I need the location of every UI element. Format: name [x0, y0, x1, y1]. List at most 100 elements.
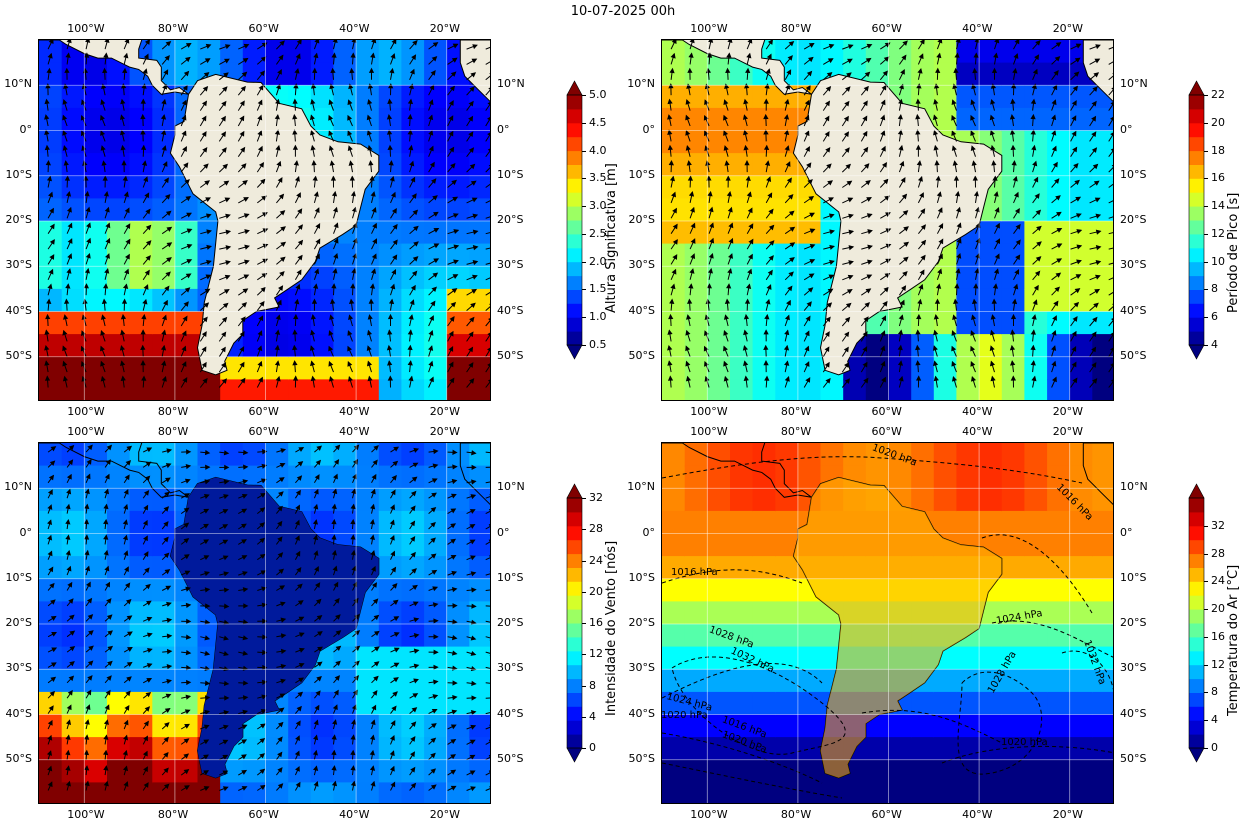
colorbar-hs — [566, 80, 583, 360]
colorbar-tick-label: 4.5 — [582, 115, 607, 129]
colorbar-tick-label: 20 — [1204, 115, 1225, 129]
lon-tick-label: 100°W — [67, 22, 105, 35]
lon-tick-label: 80°W — [780, 405, 812, 418]
lat-tick-label: 50°S — [5, 348, 32, 362]
lat-tick-label: 30°S — [5, 661, 32, 675]
lat-tick-label: 10°S — [5, 167, 32, 181]
colorbar-tick-label: 0 — [1204, 741, 1218, 754]
map-wind — [38, 442, 491, 804]
colorbar-tick-label: 2.0 — [582, 254, 607, 268]
colorbar-temp — [1188, 483, 1205, 763]
lat-tick-label: 30°S — [1120, 661, 1147, 675]
lon-tick-label: 40°W — [339, 808, 370, 821]
lat-tick-label: 10°N — [1120, 480, 1148, 494]
colorbar-tick-label: 4 — [582, 709, 596, 723]
lat-tick-label: 20°S — [5, 213, 32, 226]
lat-tick-label: 50°S — [628, 348, 655, 362]
lat-tick-label: 0° — [19, 122, 33, 136]
colorbar-tick-label: 28 — [1204, 546, 1225, 560]
lon-tick-label: 20°W — [1052, 808, 1084, 821]
colorbar-tick-label: 1.0 — [582, 310, 607, 324]
map-tp — [661, 39, 1114, 401]
colorbar-tick-label: 5.0 — [582, 88, 607, 101]
lat-tick-label: 40°S — [1120, 706, 1147, 720]
colorbar-tick-label: 0.5 — [582, 338, 607, 351]
colorbar-tick-label: 4 — [1204, 713, 1218, 727]
colorbar-tick-label: 12 — [582, 647, 603, 661]
colorbar-tick-label: 4.0 — [582, 143, 607, 157]
lon-tick-label: 100°W — [690, 808, 728, 821]
isobar-overlay — [662, 456, 1113, 799]
isobar-label: 1020 hPa — [1001, 737, 1048, 748]
colorbar-tick-label: 22 — [1204, 88, 1225, 101]
lat-tick-label: 30°S — [1120, 258, 1147, 272]
lon-tick-label: 100°W — [67, 808, 105, 821]
lon-tick-label: 40°W — [339, 22, 370, 35]
colorbar-tick-label: 14 — [1204, 199, 1225, 213]
lat-tick-label: 50°S — [628, 751, 655, 765]
colorbar-tick-label: 32 — [582, 491, 603, 504]
colorbar-tick-label: 0 — [582, 741, 596, 754]
lat-tick-label: 10°S — [497, 570, 524, 584]
lon-tick-label: 40°W — [962, 22, 993, 35]
lon-tick-label: 20°W — [1052, 425, 1084, 438]
colorbar-tick-label: 8 — [1204, 282, 1218, 296]
colorbar-title: Intensidade do Vento [nós] — [604, 540, 619, 716]
lat-tick-label: 30°S — [628, 258, 655, 272]
lat-tick-label: 20°S — [497, 616, 524, 629]
lat-tick-label: 40°S — [628, 303, 655, 317]
lon-tick-label: 20°W — [429, 22, 461, 35]
lon-tick-label: 80°W — [157, 808, 189, 821]
lon-tick-label: 60°W — [871, 425, 902, 438]
vector-overlay-hs — [44, 40, 490, 388]
lon-tick-label: 100°W — [690, 425, 728, 438]
colorbar-tick-label: 24 — [582, 553, 603, 567]
lon-tick-label: 100°W — [690, 405, 728, 418]
colorbar-tick-label: 3.0 — [582, 199, 607, 213]
lon-tick-label: 20°W — [429, 405, 461, 418]
lon-tick-label: 80°W — [780, 425, 812, 438]
lon-tick-label: 100°W — [67, 425, 105, 438]
lon-tick-label: 40°W — [339, 425, 370, 438]
lon-tick-label: 60°W — [871, 808, 902, 821]
colorbar-title: Temperatura do Ar [°C] — [1226, 564, 1241, 716]
lat-tick-label: 30°S — [628, 661, 655, 675]
lat-tick-label: 30°S — [497, 661, 524, 675]
colorbar-tick-label: 3.5 — [582, 171, 607, 185]
lat-tick-label: 20°S — [628, 616, 655, 629]
graticule-hs — [39, 40, 490, 400]
lat-tick-label: 20°S — [628, 213, 655, 226]
colorbar-tick-label: 28 — [582, 522, 603, 536]
lat-tick-label: 20°S — [1120, 213, 1147, 226]
colorbar-tick-label: 16 — [582, 616, 603, 629]
lon-tick-label: 60°W — [248, 425, 279, 438]
lat-tick-label: 40°S — [497, 706, 524, 720]
lon-tick-label: 100°W — [690, 22, 728, 35]
lat-tick-label: 50°S — [497, 751, 524, 765]
map-temp — [661, 442, 1114, 804]
lat-tick-label: 20°S — [1120, 616, 1147, 629]
lon-tick-label: 80°W — [157, 22, 189, 35]
colorbar-title: Período de Pico [s] — [1226, 192, 1241, 313]
lon-tick-label: 20°W — [429, 425, 461, 438]
lat-tick-label: 10°S — [1120, 570, 1147, 584]
colorbar-tick-label: 4 — [1204, 338, 1218, 351]
colorbar-title: Altura Significativa [m] — [604, 163, 619, 313]
colorbar-tick-label: 12 — [1204, 657, 1225, 671]
lon-tick-label: 40°W — [962, 425, 993, 438]
colorbar-tick-label: 20 — [582, 584, 603, 598]
lat-tick-label: 20°S — [5, 616, 32, 629]
lat-tick-label: 20°S — [497, 213, 524, 226]
lat-tick-label: 50°S — [1120, 751, 1147, 765]
lat-tick-label: 40°S — [1120, 303, 1147, 317]
lat-tick-label: 10°S — [628, 570, 655, 584]
lon-tick-label: 80°W — [780, 22, 812, 35]
lon-tick-label: 60°W — [248, 405, 279, 418]
colorbar-tick-label: 10 — [1204, 254, 1225, 268]
colorbar-tick-label: 1.5 — [582, 282, 607, 296]
colorbar-tick-label: 8 — [1204, 685, 1218, 699]
colorbar-tp — [1188, 80, 1205, 360]
map-hs — [38, 39, 491, 401]
lon-tick-label: 20°W — [429, 808, 461, 821]
lat-tick-label: 30°S — [5, 258, 32, 272]
